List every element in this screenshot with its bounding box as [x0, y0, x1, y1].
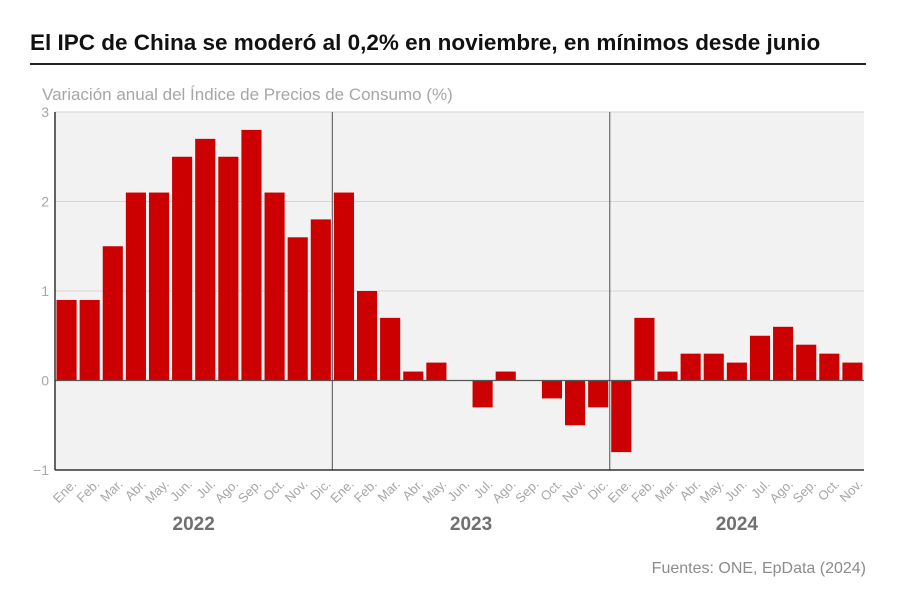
bar: [842, 362, 863, 381]
bars: [56, 129, 863, 453]
axes: [54, 112, 864, 471]
x-tick-label: Ago.: [212, 476, 242, 506]
bar: [657, 371, 678, 381]
x-tick-label: Ago.: [489, 476, 519, 506]
bar: [102, 246, 123, 381]
bar: [588, 380, 609, 408]
bar: [749, 335, 771, 381]
year-dividers: [331, 112, 611, 470]
x-tick-label: Feb.: [351, 476, 380, 505]
bar: [195, 138, 216, 381]
x-tick-label: Sep.: [235, 476, 265, 506]
bar: [241, 129, 262, 381]
x-tick-label: Sep.: [512, 476, 542, 506]
bar: [541, 380, 563, 399]
x-tick-label: Jun.: [444, 476, 472, 504]
y-tick-label: 2: [41, 194, 49, 210]
bar: [472, 380, 493, 408]
x-tick-label: Oct.: [260, 476, 287, 503]
y-tick-label: −1: [33, 462, 49, 478]
x-tick-label: May.: [142, 476, 172, 506]
chart-subtitle: Variación anual del Índice de Precios de…: [42, 85, 453, 104]
bar: [218, 156, 239, 381]
x-tick-label: Sep.: [790, 476, 820, 506]
bar: [426, 362, 447, 381]
year-labels: 2022 2023 2024: [173, 514, 759, 535]
y-tick-labels: 3 2 1 0 −1: [33, 104, 49, 478]
x-tick-label: Ene.: [327, 476, 357, 506]
bar: [148, 192, 170, 381]
y-tick-label: 0: [41, 373, 49, 389]
x-tick-label: Mar.: [375, 476, 403, 504]
bar: [819, 353, 840, 381]
x-tick-label: Nov.: [559, 476, 588, 505]
x-tick-label: Nov.: [837, 476, 866, 505]
x-tick-label: Feb.: [74, 476, 103, 505]
x-tick-label: May.: [419, 476, 449, 506]
bar: [565, 380, 586, 426]
bar: [56, 299, 77, 381]
bar: [172, 156, 193, 381]
bar: [125, 192, 146, 381]
year-label: 2022: [173, 514, 215, 535]
bar: [773, 326, 794, 381]
x-tick-label: Oct.: [537, 476, 564, 503]
year-label: 2023: [450, 514, 492, 535]
bar: [287, 237, 308, 381]
y-tick-label: 3: [41, 104, 49, 120]
bar: [79, 299, 100, 381]
bar: [726, 362, 747, 381]
bar: [310, 219, 331, 381]
x-tick-label: May.: [697, 476, 727, 506]
year-label: 2024: [716, 514, 759, 535]
bar: [680, 353, 701, 381]
x-tick-label: Ene.: [50, 476, 80, 506]
title-divider: [30, 63, 866, 65]
x-tick-label: Feb.: [628, 476, 657, 505]
x-tick-label: Jun.: [722, 476, 750, 504]
x-tick-label: Ago.: [766, 476, 796, 506]
bar: [634, 317, 655, 381]
bar: [380, 317, 401, 381]
bar: [703, 353, 724, 381]
bar: [264, 192, 285, 381]
x-tick-label: Jun.: [167, 476, 195, 504]
x-tick-labels: Ene.Feb.Mar.Abr.May.Jun.Jul.Ago.Sep.Oct.…: [50, 476, 865, 506]
x-tick-label: Ene.: [605, 476, 635, 506]
bar: [403, 371, 424, 381]
bar: [611, 380, 632, 453]
x-tick-label: Oct.: [815, 476, 842, 503]
bar: [796, 344, 817, 381]
bar: [333, 192, 354, 381]
x-tick-label: Mar.: [652, 476, 680, 504]
bar: [495, 371, 516, 381]
bar: [356, 291, 378, 381]
y-tick-label: 1: [41, 283, 49, 299]
source-note: Fuentes: ONE, EpData (2024): [651, 560, 866, 577]
x-tick-label: Mar.: [97, 476, 125, 504]
chart-title: El IPC de China se moderó al 0,2% en nov…: [30, 30, 821, 55]
x-tick-label: Nov.: [282, 476, 311, 505]
